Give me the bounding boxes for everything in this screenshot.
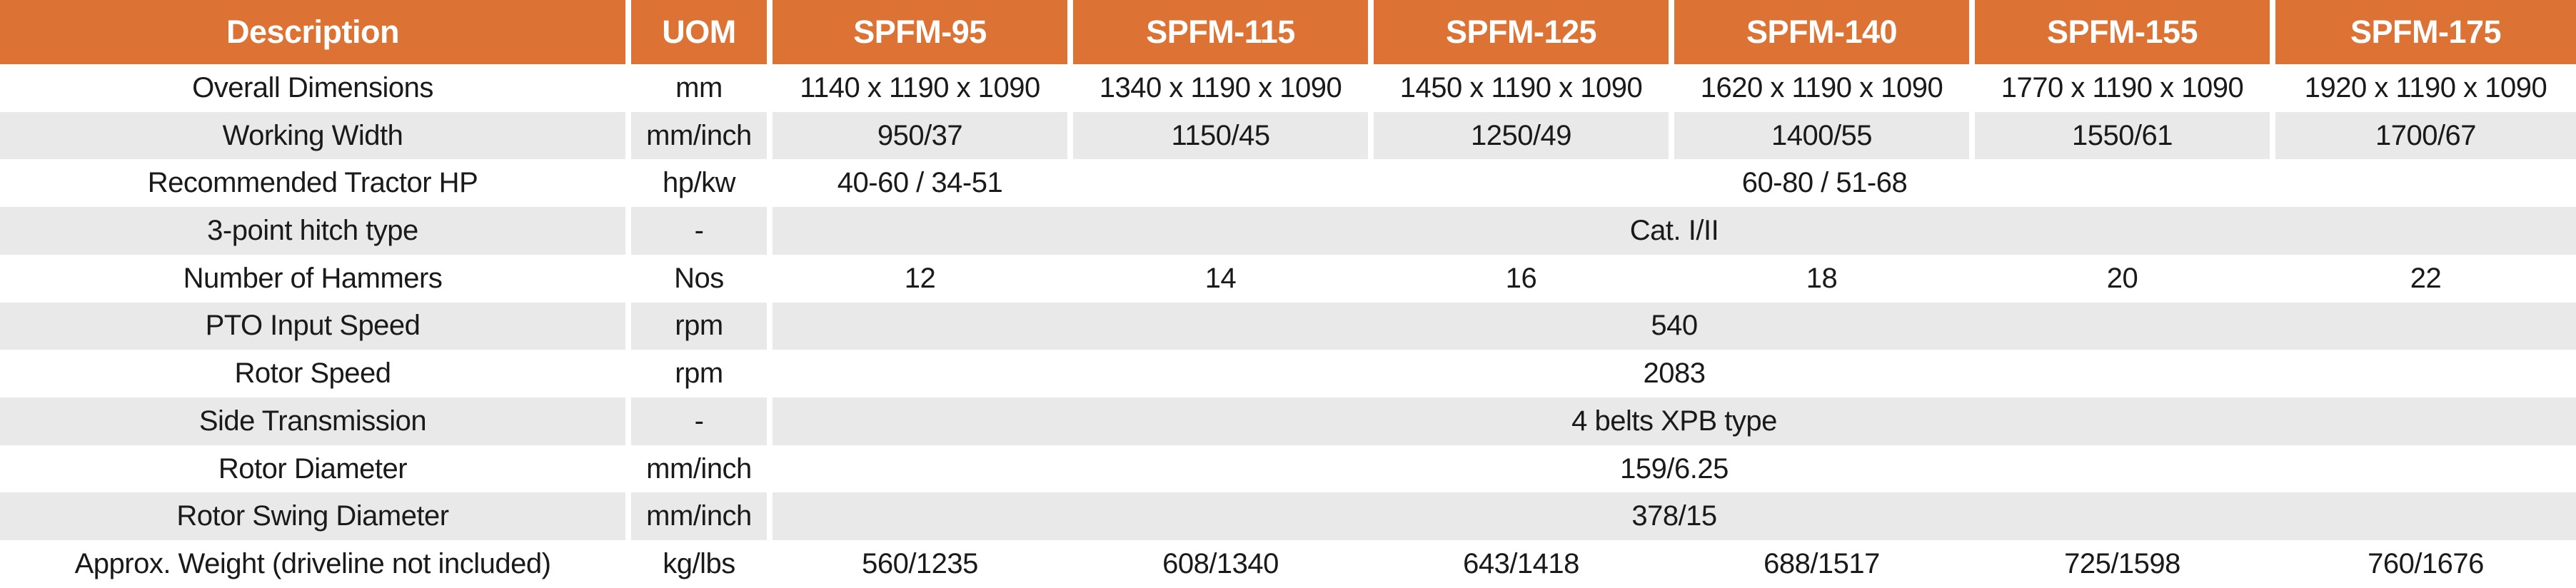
spec-value-cell: 608/1340 [1073, 540, 1374, 588]
spec-value-cell: 14 [1073, 254, 1374, 303]
column-header-model: SPFM-125 [1374, 0, 1674, 64]
header-row: Description UOM SPFM-95 SPFM-115 SPFM-12… [0, 0, 2576, 64]
spec-row-3-point-hitch-type: 3-point hitch type - Cat. I/II [0, 207, 2576, 255]
spec-description-cell: Working Width [0, 111, 631, 160]
column-header-model: SPFM-95 [773, 0, 1073, 64]
spec-row-rotor-speed: Rotor Speed rpm 2083 [0, 350, 2576, 398]
spec-value-cell: 1920 x 1190 x 1090 [2275, 64, 2576, 112]
spec-row-recommended-tractor-hp: Recommended Tractor HP hp/kw 40-60 / 34-… [0, 159, 2576, 208]
spec-uom-cell: - [631, 397, 773, 445]
spec-row-working-width: Working Width mm/inch 950/37 1150/45 125… [0, 111, 2576, 160]
spec-description-cell: PTO Input Speed [0, 302, 631, 350]
spec-description-cell: Number of Hammers [0, 254, 631, 303]
spec-value-cell: 1700/67 [2275, 111, 2576, 160]
spec-value-cell: 1770 x 1190 x 1090 [1975, 64, 2275, 112]
column-header-model: SPFM-115 [1073, 0, 1374, 64]
spec-uom-cell: - [631, 207, 773, 255]
column-header-model: SPFM-155 [1975, 0, 2275, 64]
spec-description-cell: Rotor Diameter [0, 445, 631, 493]
spec-value-cell: 12 [773, 254, 1073, 303]
spec-value-cell: 950/37 [773, 111, 1073, 160]
spec-value-cell: 1620 x 1190 x 1090 [1674, 64, 1975, 112]
spec-description-cell: Recommended Tractor HP [0, 159, 631, 208]
spec-row-rotor-swing-diameter: Rotor Swing Diameter mm/inch 378/15 [0, 492, 2576, 541]
spec-value-cell-merged: Cat. I/II [773, 207, 2576, 255]
spec-value-cell: 20 [1975, 254, 2275, 303]
spec-row-number-of-hammers: Number of Hammers Nos 12 14 16 18 20 22 [0, 254, 2576, 303]
spec-value-cell: 40-60 / 34-51 [773, 159, 1073, 208]
column-header-model: SPFM-140 [1674, 0, 1975, 64]
spec-description-cell: Overall Dimensions [0, 64, 631, 112]
spec-uom-cell: hp/kw [631, 159, 773, 208]
spec-description-cell: 3-point hitch type [0, 207, 631, 255]
spec-value-cell: 1250/49 [1374, 111, 1674, 160]
spec-value-cell: 560/1235 [773, 540, 1073, 588]
spec-description-cell: Rotor Swing Diameter [0, 492, 631, 541]
spec-uom-cell: rpm [631, 302, 773, 350]
spec-value-cell-merged: 378/15 [773, 492, 2576, 541]
spec-value-cell: 688/1517 [1674, 540, 1975, 588]
spec-value-cell: 16 [1374, 254, 1674, 303]
spec-description-cell: Side Transmission [0, 397, 631, 445]
spec-value-cell: 18 [1674, 254, 1975, 303]
spec-uom-cell: mm [631, 64, 773, 112]
spec-uom-cell: mm/inch [631, 445, 773, 493]
spec-description-cell: Rotor Speed [0, 350, 631, 398]
spec-uom-cell: mm/inch [631, 492, 773, 541]
spec-uom-cell: Nos [631, 254, 773, 303]
spec-uom-cell: mm/inch [631, 111, 773, 160]
spec-value-cell-merged: 60-80 / 51-68 [1073, 159, 2576, 208]
spec-uom-cell: rpm [631, 350, 773, 398]
column-header-model: SPFM-175 [2275, 0, 2576, 64]
spec-value-cell-merged: 2083 [773, 350, 2576, 398]
spec-value-cell: 1400/55 [1674, 111, 1975, 160]
spec-row-approx-weight: Approx. Weight (driveline not included) … [0, 540, 2576, 588]
spec-row-side-transmission: Side Transmission - 4 belts XPB type [0, 397, 2576, 445]
spec-value-cell: 1450 x 1190 x 1090 [1374, 64, 1674, 112]
spec-value-cell-merged: 4 belts XPB type [773, 397, 2576, 445]
spec-uom-cell: kg/lbs [631, 540, 773, 588]
spec-value-cell: 1340 x 1190 x 1090 [1073, 64, 1374, 112]
column-header-uom: UOM [631, 0, 773, 64]
spec-value-cell-merged: 540 [773, 302, 2576, 350]
spec-value-cell: 1150/45 [1073, 111, 1374, 160]
spec-row-pto-input-speed: PTO Input Speed rpm 540 [0, 302, 2576, 350]
spec-value-cell: 1550/61 [1975, 111, 2275, 160]
spec-row-overall-dimensions: Overall Dimensions mm 1140 x 1190 x 1090… [0, 64, 2576, 112]
spec-value-cell: 1140 x 1190 x 1090 [773, 64, 1073, 112]
spec-row-rotor-diameter: Rotor Diameter mm/inch 159/6.25 [0, 445, 2576, 493]
column-header-description: Description [0, 0, 631, 64]
spec-value-cell: 643/1418 [1374, 540, 1674, 588]
spec-value-cell: 725/1598 [1975, 540, 2275, 588]
spec-value-cell: 760/1676 [2275, 540, 2576, 588]
spec-description-cell: Approx. Weight (driveline not included) [0, 540, 631, 588]
spec-value-cell: 22 [2275, 254, 2576, 303]
spec-value-cell-merged: 159/6.25 [773, 445, 2576, 493]
